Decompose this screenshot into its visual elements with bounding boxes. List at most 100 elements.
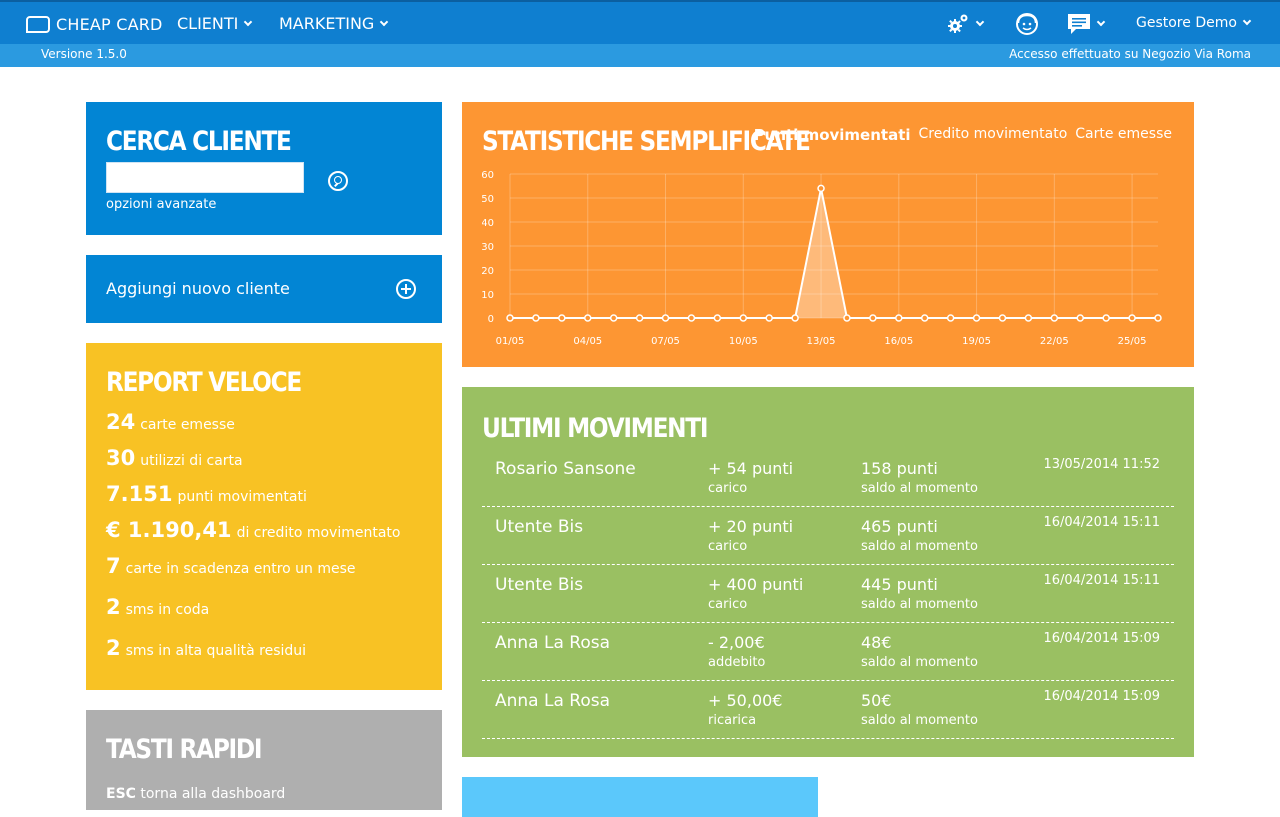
movement-balance-label: saldo al momento — [861, 597, 978, 612]
x-tick-label: 07/05 — [651, 336, 680, 347]
movement-client: Rosario Sansone — [495, 459, 636, 479]
y-tick-label: 0 — [488, 314, 494, 325]
report-line: 7.151 punti movimentati — [106, 482, 307, 506]
shortcut-line: ESC torna alla dashboard — [106, 786, 285, 802]
stats-panel: STATISTICHE SEMPLIFICATE Punti movimenta… — [462, 102, 1194, 367]
movement-row[interactable]: Utente Bis + 20 punti carico 465 punti s… — [482, 507, 1174, 565]
tab-punti-movimentati[interactable]: Punti movimentati — [753, 126, 911, 144]
data-point — [609, 314, 618, 322]
report-value: 7.151 — [106, 482, 173, 506]
data-point — [998, 314, 1007, 322]
data-point — [635, 314, 644, 322]
report-text: punti movimentati — [177, 489, 307, 505]
advanced-options-link[interactable]: opzioni avanzate — [106, 197, 217, 212]
data-point — [791, 314, 799, 322]
report-text: carte in scadenza entro un mese — [125, 561, 356, 577]
movement-date: 16/04/2014 15:11 — [1043, 515, 1160, 530]
movement-date: 16/04/2014 15:09 — [1043, 689, 1160, 704]
movement-row[interactable]: Rosario Sansone + 54 punti carico 158 pu… — [482, 449, 1174, 507]
movement-balance: 50€ — [861, 691, 892, 710]
quick-report-title: REPORT VELOCE — [106, 367, 302, 398]
support-button[interactable] — [1014, 11, 1040, 37]
messages-menu-button[interactable] — [1067, 11, 1106, 37]
chevron-down-icon — [1096, 17, 1106, 27]
report-value: 2 — [106, 595, 121, 619]
report-text: carte emesse — [140, 417, 235, 433]
shortcuts-panel: TASTI RAPIDI ESC torna alla dashboard — [86, 710, 442, 810]
movement-row[interactable]: Utente Bis + 400 punti carico 445 punti … — [482, 565, 1174, 623]
movement-client: Anna La Rosa — [495, 691, 611, 711]
chevron-down-icon — [244, 17, 253, 26]
report-value: € 1.190,41 — [106, 518, 232, 542]
data-point — [506, 314, 514, 322]
report-value: 30 — [106, 446, 136, 470]
x-tick-label: 04/05 — [573, 336, 602, 347]
status-bar: Versione 1.5.0 Accesso effettuato su Neg… — [0, 44, 1280, 67]
nav-marketing[interactable]: MARKETING — [279, 14, 389, 33]
x-tick-label: 16/05 — [884, 336, 913, 347]
report-value: 2 — [106, 636, 121, 660]
tab-carte-emesse[interactable]: Carte emesse — [1075, 126, 1172, 142]
chevron-down-icon — [380, 17, 389, 26]
report-text: utilizzi di carta — [140, 453, 243, 469]
series-area — [510, 188, 1158, 318]
gears-icon — [948, 14, 968, 33]
movement-balance: 445 punti — [861, 575, 938, 594]
report-text: di credito movimentato — [236, 525, 401, 541]
report-text: sms in coda — [125, 602, 210, 618]
user-name: Gestore Demo — [1136, 15, 1237, 31]
last-movements-title: ULTIMI MOVIMENTI — [482, 413, 708, 444]
quick-report-panel: REPORT VELOCE 24 carte emesse 30 utilizzi … — [86, 343, 442, 690]
user-menu[interactable]: Gestore Demo — [1136, 15, 1252, 31]
movement-value: - 2,00€ — [708, 633, 765, 652]
report-line: 7 carte in scadenza entro un mese — [106, 554, 356, 578]
add-client-panel[interactable]: Aggiungi nuovo cliente — [86, 255, 442, 323]
movement-value: + 54 punti — [708, 459, 794, 478]
shortcut-desc: torna alla dashboard — [140, 786, 286, 802]
nav-clienti[interactable]: CLIENTI — [177, 14, 253, 33]
data-point — [584, 314, 592, 322]
data-point — [765, 314, 773, 322]
stats-title: STATISTICHE SEMPLIFICATE — [482, 126, 811, 157]
movement-type: ricarica — [708, 713, 757, 728]
data-point — [713, 314, 722, 322]
movement-type: carico — [708, 597, 748, 612]
support-face-icon — [1016, 13, 1038, 35]
movement-balance-label: saldo al momento — [861, 539, 978, 554]
movement-client: Utente Bis — [495, 575, 584, 595]
movement-balance-label: saldo al momento — [861, 481, 978, 496]
series-line — [510, 188, 1158, 319]
data-point — [739, 314, 748, 322]
x-tick-label: 01/05 — [496, 336, 525, 347]
x-tick-label: 10/05 — [729, 336, 758, 347]
data-point — [687, 314, 696, 322]
brand-name: CHEAP CARD — [56, 14, 163, 34]
chevron-down-icon — [975, 17, 985, 27]
add-client-label: Aggiungi nuovo cliente — [106, 279, 290, 298]
movement-date: 13/05/2014 11:52 — [1043, 457, 1160, 472]
search-client-input[interactable] — [106, 162, 304, 193]
last-movements-panel: ULTIMI MOVIMENTI Rosario Sansone + 54 pu… — [462, 387, 1194, 757]
y-tick-label: 20 — [482, 266, 494, 277]
search-client-panel: CERCA CLIENTE opzioni avanzate — [86, 102, 442, 235]
version-label: Versione 1.5.0 — [41, 47, 127, 61]
brand-logo[interactable]: CHEAP CARD — [26, 12, 163, 36]
report-line: 24 carte emesse — [106, 410, 235, 434]
tab-credito-movimentato[interactable]: Credito movimentato — [918, 126, 1068, 142]
nav-marketing-label: MARKETING — [279, 14, 375, 33]
search-icon[interactable] — [328, 171, 348, 191]
chevron-down-icon — [1242, 16, 1252, 26]
report-line: 30 utilizzi di carta — [106, 446, 243, 470]
y-tick-label: 50 — [482, 194, 494, 205]
movement-balance-label: saldo al momento — [861, 655, 978, 670]
movement-balance-label: saldo al momento — [861, 713, 978, 728]
movement-row[interactable]: Anna La Rosa - 2,00€ addebito 48€ saldo … — [482, 623, 1174, 681]
movement-value: + 400 punti — [708, 575, 804, 594]
shortcuts-title: TASTI RAPIDI — [106, 734, 263, 765]
report-line: € 1.190,41 di credito movimentato — [106, 518, 400, 542]
movement-balance: 465 punti — [861, 517, 938, 536]
y-tick-label: 60 — [482, 170, 494, 181]
settings-menu-button[interactable] — [946, 11, 985, 37]
movement-row[interactable]: Anna La Rosa + 50,00€ ricarica 50€ saldo… — [482, 681, 1174, 739]
data-point — [1050, 314, 1059, 322]
